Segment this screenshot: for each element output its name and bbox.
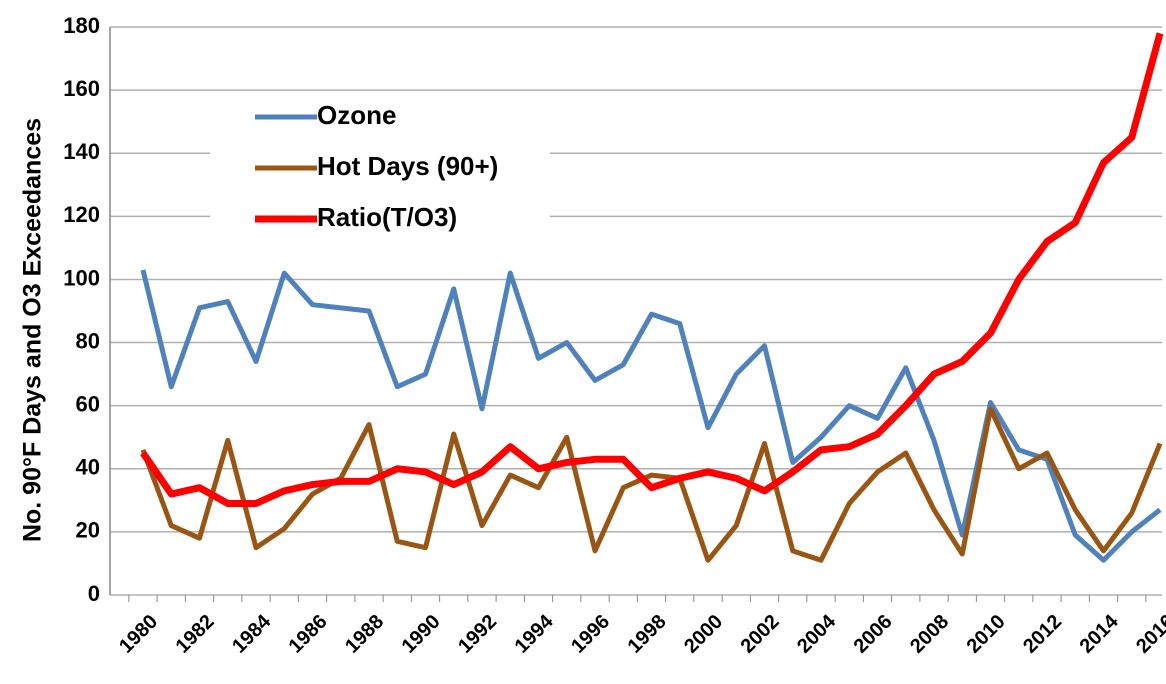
series-line (140, 406, 1163, 563)
y-tick-label: 180 (63, 13, 100, 38)
y-tick-label: 0 (88, 581, 100, 606)
y-tick-label: 80 (76, 328, 100, 353)
x-tick-label: 2016 (1132, 611, 1166, 658)
y-tick-label: 40 (76, 455, 100, 480)
x-tick-label: 2000 (680, 611, 727, 658)
y-tick-label: 60 (76, 391, 100, 416)
legend-label: Ratio(T/O3) (317, 202, 457, 232)
y-tick-label: 100 (63, 265, 100, 290)
x-tick-label: 2014 (1076, 610, 1124, 658)
x-tick-label: 2010 (963, 611, 1010, 658)
x-tick-label: 2004 (793, 610, 841, 658)
x-tick-label: 1988 (341, 611, 388, 658)
x-tick-label: 2008 (906, 611, 953, 658)
x-tick-label: 2006 (850, 611, 897, 658)
y-tick-label: 120 (63, 202, 100, 227)
x-tick-label: 1992 (454, 611, 501, 658)
x-tick-label: 1994 (511, 610, 559, 658)
y-tick-label: 140 (63, 139, 100, 164)
x-tick-label: 1996 (567, 611, 614, 658)
x-tick-label: 1986 (285, 611, 332, 658)
y-tick-label: 20 (76, 518, 100, 543)
x-tick-label: 1990 (398, 611, 445, 658)
x-tick-label: 2012 (1019, 611, 1066, 658)
series-line (140, 269, 1162, 563)
x-tick-label: 1982 (172, 611, 219, 658)
series-line (140, 32, 1164, 507)
x-tick-label: 2002 (737, 611, 784, 658)
legend-label: Ozone (317, 100, 396, 130)
legend-label: Hot Days (90+) (317, 151, 498, 181)
x-tick-label: 1980 (115, 611, 162, 658)
y-axis-label: No. 90°F Days and O3 Exceedances (19, 118, 47, 542)
y-tick-label: 160 (63, 76, 100, 101)
x-tick-label: 1998 (624, 611, 671, 658)
x-tick-label: 1984 (228, 610, 276, 658)
